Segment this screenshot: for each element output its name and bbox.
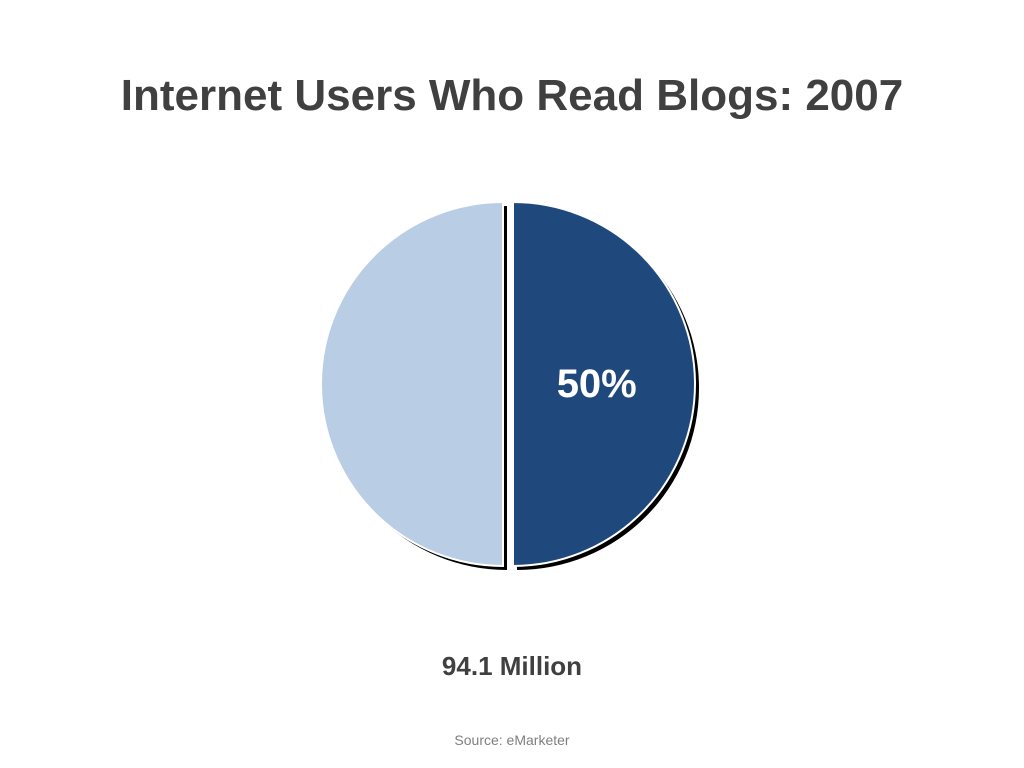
pie-slice-label: 50% (557, 362, 637, 406)
pie-slice-fill (320, 200, 504, 568)
slide-title: Internet Users Who Read Blogs: 2007 (120, 71, 904, 120)
pie-slice-1 (512, 200, 699, 570)
pie-slice-2 (320, 200, 507, 570)
pie-slices (320, 200, 699, 570)
source-note: Source: eMarketer (454, 732, 570, 748)
chart-caption: 94.1 Million (441, 651, 583, 681)
pie-slice-fill (512, 200, 696, 568)
pie-labels: 50% (557, 362, 637, 406)
